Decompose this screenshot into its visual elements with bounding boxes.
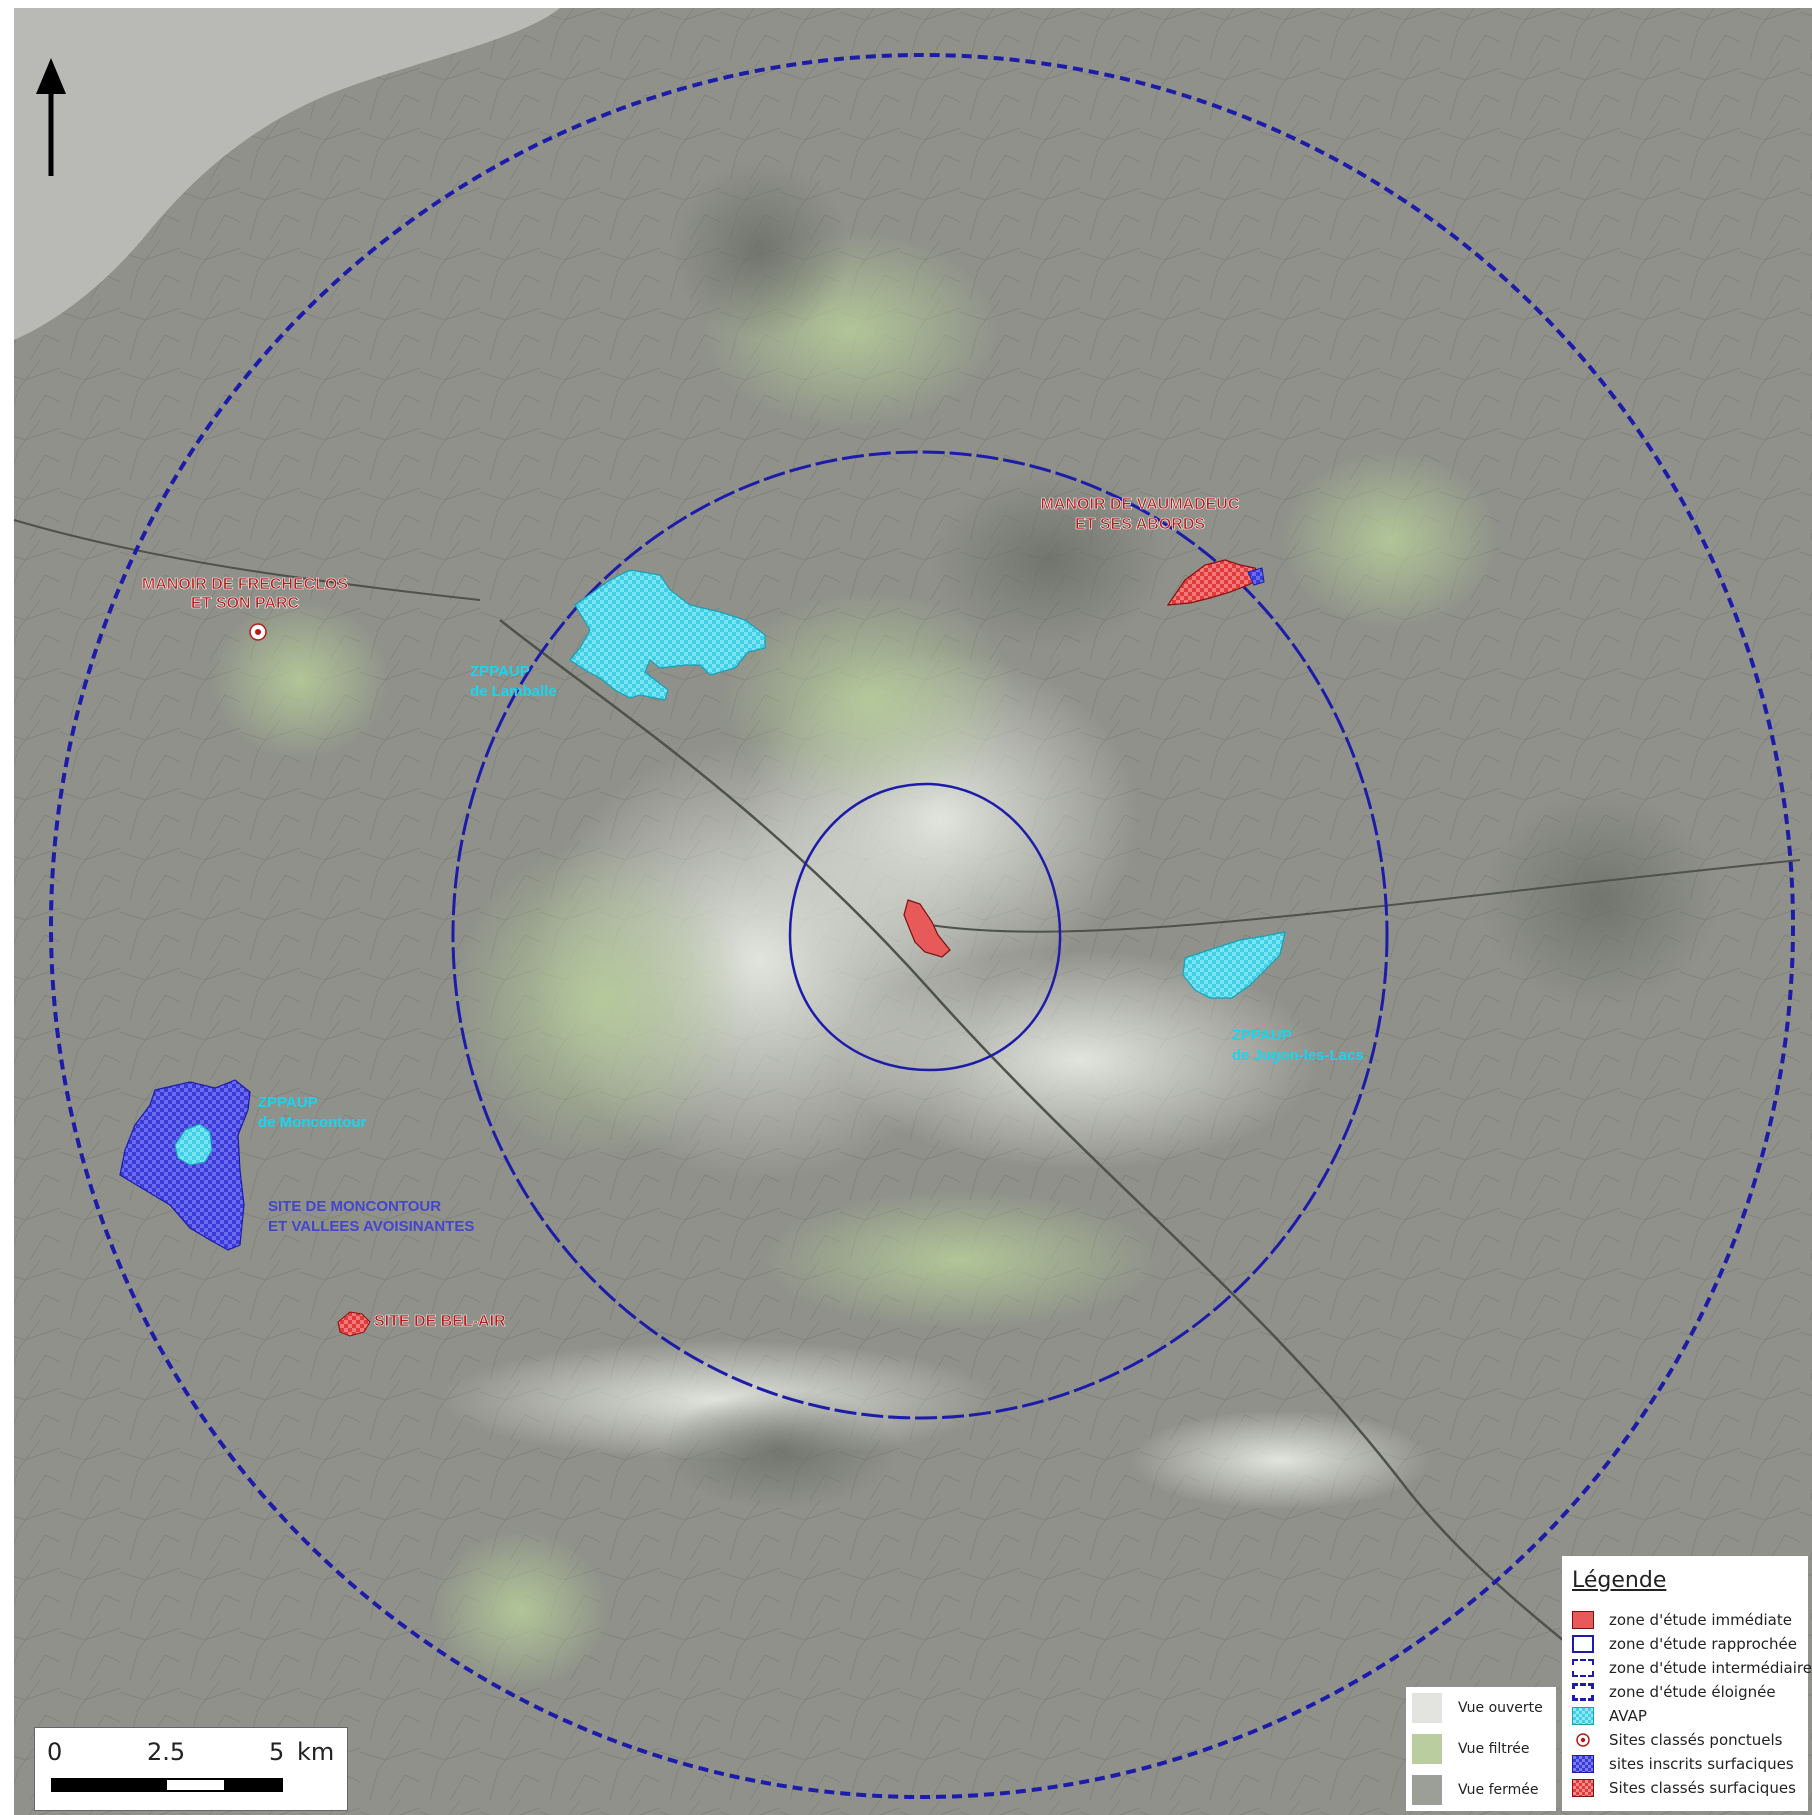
legend-item-label: sites inscrits surfaciques: [1609, 1755, 1794, 1773]
zone-eloignee-circle: [49, 53, 1795, 1799]
legend-item-zone-eloignee: zone d'étude éloignée: [1572, 1681, 1776, 1703]
label-site-moncontour-line2: ET VALLEES AVOISINANTES: [268, 1218, 474, 1235]
sites-inscrits-swatch: [1572, 1755, 1594, 1773]
railway-line: [499, 619, 1641, 1701]
legend-item-sites-inscrits: sites inscrits surfaciques: [1572, 1753, 1794, 1775]
legend-item-label: zone d'étude éloignée: [1609, 1683, 1776, 1701]
main-road: [929, 859, 1801, 933]
label-lamballe-line2: de Lamballe: [470, 683, 557, 700]
scale-tick-2-5: 2.5: [147, 1738, 186, 1766]
site-moncontour-zone: [119, 1079, 251, 1251]
label-moncontour-line1: ZPPAUP: [258, 1094, 318, 1111]
vue-legend-label: Vue ouverte: [1458, 1700, 1543, 1716]
legend-item-sites-classes-surfaciques: Sites classés surfaciques: [1572, 1777, 1796, 1799]
visibility-legend: Vue ouverte Vue filtrée Vue fermée: [1406, 1687, 1556, 1811]
point-marker-icon: [1572, 1731, 1594, 1749]
vue-legend-item-ouverte: Vue ouverte: [1412, 1693, 1543, 1723]
label-frecheclos-line1: MANOIR DE FRECHECLOS: [142, 576, 349, 593]
vue-legend-label: Vue fermée: [1458, 1782, 1539, 1798]
legend-item-label: zone d'étude rapprochée: [1609, 1635, 1797, 1653]
zone-immediate: [903, 899, 951, 958]
legend-item-sites-classes-ponctuels: Sites classés ponctuels: [1572, 1729, 1782, 1751]
zone-intermediaire-circle: [451, 450, 1389, 1420]
zppaup-jugon-zone: [1182, 931, 1286, 999]
scale-bar: 0 2.5 5 km: [34, 1727, 348, 1811]
zone-intermediaire-swatch: [1572, 1659, 1594, 1677]
label-site-moncontour-line1: SITE DE MONCONTOUR: [268, 1198, 441, 1215]
legend-item-label: Sites classés surfaciques: [1609, 1779, 1796, 1797]
legend-item-label: AVAP: [1609, 1707, 1647, 1725]
legend-item-zone-immediate: zone d'étude immédiate: [1572, 1609, 1792, 1631]
label-jugon-line1: ZPPAUP: [1232, 1027, 1292, 1044]
vue-fermee-swatch: [1412, 1775, 1442, 1805]
vue-filtree-swatch: [1412, 1734, 1442, 1764]
scale-tick-0: 0: [47, 1738, 63, 1766]
legend-item-zone-intermediaire: zone d'étude intermédiaire: [1572, 1657, 1812, 1679]
vue-legend-label: Vue filtrée: [1458, 1741, 1530, 1757]
scale-unit: km: [297, 1738, 335, 1766]
sea-area: [14, 8, 560, 340]
vue-legend-item-filtree: Vue filtrée: [1412, 1734, 1529, 1764]
scale-tick-5: 5: [269, 1738, 285, 1766]
label-lamballe-line1: ZPPAUP: [470, 663, 530, 680]
label-frecheclos-line2: ET SON PARC: [191, 595, 300, 612]
zone-rapprochee-outline: [788, 782, 1062, 1072]
legend-item-label: zone d'étude intermédiaire: [1609, 1659, 1812, 1677]
legend-panel: Légende zone d'étude immédiate zone d'ét…: [1562, 1556, 1812, 1811]
label-jugon-line2: de Jugon-les-Lacs: [1232, 1047, 1364, 1064]
vue-ouverte-swatch: [1412, 1693, 1442, 1723]
site-vaumadeuc-inscrit: [1247, 567, 1265, 586]
sites-classes-swatch: [1572, 1779, 1594, 1797]
north-arrow-icon: [36, 58, 66, 176]
avap-swatch: [1572, 1707, 1594, 1725]
zppaup-lamballe-zone: [569, 569, 766, 701]
vue-legend-item-fermee: Vue fermée: [1412, 1775, 1538, 1805]
zppaup-moncontour-zone: [174, 1123, 213, 1166]
legend-item-label: Sites classés ponctuels: [1609, 1731, 1783, 1749]
frecheclos-point-dot: [255, 629, 261, 635]
zone-rapprochee-swatch: [1572, 1635, 1594, 1653]
label-vaumadeuc-line2: ET SES ABORDS: [1075, 516, 1205, 533]
label-moncontour-line2: de Moncontour: [258, 1114, 366, 1131]
scale-bar-graphic: [51, 1778, 283, 1792]
visibility-zones: [210, 160, 1720, 1690]
legend-item-avap: AVAP: [1572, 1705, 1647, 1727]
label-belair: SITE DE BEL-AIR: [374, 1313, 506, 1330]
legend-item-zone-rapprochee: zone d'étude rapprochée: [1572, 1633, 1797, 1655]
zone-immediate-swatch: [1572, 1611, 1594, 1629]
legend-title: Légende: [1572, 1568, 1667, 1593]
main-road-west: [13, 519, 481, 601]
zone-eloignee-swatch: [1572, 1683, 1594, 1701]
label-vaumadeuc-line1: MANOIR DE VAUMADEUC: [1041, 496, 1240, 513]
legend-item-label: zone d'étude immédiate: [1609, 1611, 1792, 1629]
site-belair-zone: [337, 1311, 371, 1337]
